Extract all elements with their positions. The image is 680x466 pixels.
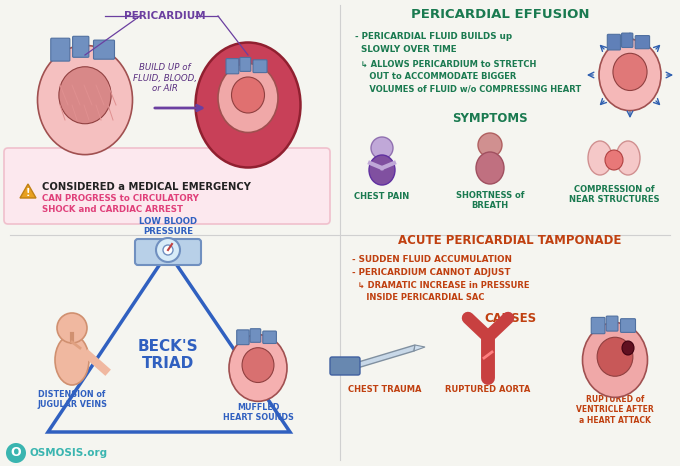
Text: BECK'S
TRIAD: BECK'S TRIAD: [137, 339, 199, 371]
Polygon shape: [20, 184, 36, 198]
Ellipse shape: [583, 322, 647, 397]
Circle shape: [156, 238, 180, 262]
FancyBboxPatch shape: [135, 239, 201, 265]
Text: COMPRESSION of
NEAR STRUCTURES: COMPRESSION of NEAR STRUCTURES: [568, 185, 659, 205]
Polygon shape: [354, 345, 415, 369]
Text: BUILD UP of
FLUID, BLOOD,
or AIR: BUILD UP of FLUID, BLOOD, or AIR: [133, 63, 197, 93]
Text: - SUDDEN FLUID ACCUMULATION: - SUDDEN FLUID ACCUMULATION: [352, 255, 512, 264]
Circle shape: [478, 133, 502, 157]
Text: O: O: [11, 446, 21, 459]
Ellipse shape: [229, 335, 287, 401]
Text: ↳ DRAMATIC INCREASE in PRESSURE: ↳ DRAMATIC INCREASE in PRESSURE: [352, 281, 530, 290]
Text: - PERICARDIAL FLUID BUILDS up: - PERICARDIAL FLUID BUILDS up: [355, 32, 512, 41]
FancyBboxPatch shape: [73, 36, 89, 57]
Ellipse shape: [588, 141, 612, 175]
Text: ACUTE PERICARDIAL TAMPONADE: ACUTE PERICARDIAL TAMPONADE: [398, 233, 622, 247]
Text: CAUSES: CAUSES: [484, 311, 536, 324]
Text: - PERICARDIUM CANNOT ADJUST: - PERICARDIUM CANNOT ADJUST: [352, 268, 511, 277]
Text: LOW BLOOD
PRESSURE: LOW BLOOD PRESSURE: [139, 217, 197, 236]
Text: !: !: [26, 188, 30, 198]
Text: PERICARDIAL EFFUSION: PERICARDIAL EFFUSION: [411, 7, 590, 21]
Ellipse shape: [599, 39, 661, 110]
Text: MUFFLED
HEART SOUNDS: MUFFLED HEART SOUNDS: [222, 403, 294, 422]
Ellipse shape: [622, 341, 634, 355]
Ellipse shape: [231, 77, 265, 113]
Text: INSIDE PERICARDIAL SAC: INSIDE PERICARDIAL SAC: [352, 293, 484, 302]
Text: VOLUMES of FLUID w/o COMPRESSING HEART: VOLUMES of FLUID w/o COMPRESSING HEART: [355, 84, 581, 93]
FancyBboxPatch shape: [262, 331, 276, 343]
FancyBboxPatch shape: [330, 357, 360, 375]
Ellipse shape: [218, 63, 278, 132]
FancyBboxPatch shape: [635, 35, 649, 49]
Circle shape: [163, 245, 173, 255]
FancyBboxPatch shape: [620, 319, 636, 332]
Ellipse shape: [476, 152, 504, 184]
FancyBboxPatch shape: [250, 329, 260, 343]
Text: PERICARDIUM: PERICARDIUM: [124, 11, 206, 21]
Text: SHORTNESS of
BREATH: SHORTNESS of BREATH: [456, 191, 524, 211]
Text: DISTENSION of
JUGULAR VEINS: DISTENSION of JUGULAR VEINS: [37, 390, 107, 410]
Polygon shape: [414, 345, 425, 351]
Ellipse shape: [37, 45, 133, 155]
FancyBboxPatch shape: [240, 57, 251, 71]
Text: RUPTURED of
VENTRICLE AFTER
a HEART ATTACK: RUPTURED of VENTRICLE AFTER a HEART ATTA…: [576, 395, 654, 425]
FancyBboxPatch shape: [226, 59, 239, 74]
Ellipse shape: [55, 335, 89, 385]
Text: CONSIDERED a MEDICAL EMERGENCY: CONSIDERED a MEDICAL EMERGENCY: [42, 182, 251, 192]
FancyBboxPatch shape: [4, 148, 330, 224]
Text: OSMOSIS.org: OSMOSIS.org: [29, 448, 107, 458]
Ellipse shape: [597, 337, 633, 376]
Ellipse shape: [369, 155, 395, 185]
FancyBboxPatch shape: [51, 38, 70, 61]
Text: CHEST PAIN: CHEST PAIN: [354, 192, 409, 201]
FancyBboxPatch shape: [94, 40, 114, 59]
FancyBboxPatch shape: [622, 33, 633, 48]
Circle shape: [6, 443, 26, 463]
Ellipse shape: [59, 67, 111, 124]
Ellipse shape: [613, 53, 647, 90]
Ellipse shape: [196, 42, 301, 167]
Circle shape: [57, 313, 87, 343]
Text: ↳ ALLOWS PERICARDIUM to STRETCH: ↳ ALLOWS PERICARDIUM to STRETCH: [355, 60, 537, 69]
Circle shape: [371, 137, 393, 159]
Text: CHEST TRAUMA: CHEST TRAUMA: [348, 385, 422, 394]
Text: SYMPTOMS: SYMPTOMS: [452, 111, 528, 124]
FancyBboxPatch shape: [606, 316, 618, 331]
Text: RUPTURED AORTA: RUPTURED AORTA: [445, 385, 530, 394]
Ellipse shape: [616, 141, 640, 175]
Text: SLOWLY OVER TIME: SLOWLY OVER TIME: [355, 45, 457, 54]
Text: OUT to ACCOMMODATE BIGGER: OUT to ACCOMMODATE BIGGER: [355, 72, 516, 81]
FancyBboxPatch shape: [607, 34, 620, 50]
Ellipse shape: [605, 150, 623, 170]
FancyBboxPatch shape: [237, 330, 249, 345]
FancyBboxPatch shape: [591, 317, 605, 334]
FancyBboxPatch shape: [253, 60, 267, 73]
Text: CAN PROGRESS to CIRCULATORY
SHOCK and CARDIAC ARREST: CAN PROGRESS to CIRCULATORY SHOCK and CA…: [42, 194, 199, 214]
Ellipse shape: [242, 348, 274, 383]
